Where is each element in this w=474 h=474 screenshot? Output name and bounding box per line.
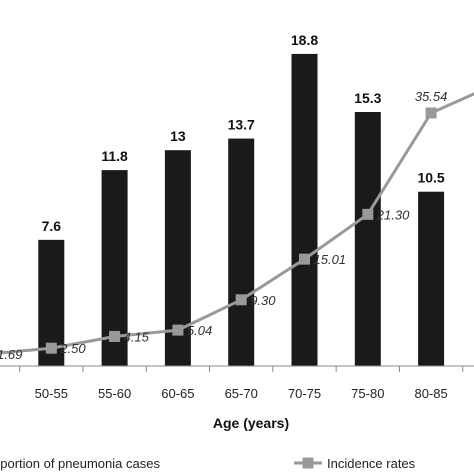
bar-75-80: [354, 112, 381, 367]
bar-value-label: 13: [170, 128, 186, 144]
incidence-point: [235, 294, 247, 306]
incidence-point: [299, 253, 310, 265]
incidence-value-label: 5.04: [187, 323, 212, 338]
bar-value-label: 18.8: [291, 32, 318, 48]
x-axis-title: Age (years): [213, 415, 289, 431]
legend-label: Incidence rates: [327, 456, 416, 471]
x-tick-label: 50-55: [35, 386, 68, 401]
bar-value-label: 13.7: [228, 117, 255, 133]
bar-value-label: 11.8: [101, 148, 128, 164]
incidence-point: [425, 107, 437, 119]
incidence-value-label: 4.15: [124, 329, 150, 344]
bar-value-label: 15.3: [354, 90, 381, 106]
incidence-value-label: 21.30: [376, 207, 410, 222]
bar-value-label: 10.5: [417, 170, 444, 186]
x-tick-label: 80-85: [414, 386, 447, 401]
x-tick-label: 70-75: [288, 386, 321, 401]
incidence-point: [362, 208, 374, 220]
incidence-value-label: 15.01: [314, 252, 347, 267]
x-tick-label: 60-65: [161, 386, 194, 401]
x-tick-label: 55-60: [98, 386, 131, 401]
incidence-value-label: 35.54: [415, 89, 448, 104]
incidence-point: [109, 330, 121, 342]
incidence-point: [172, 324, 184, 336]
incidence-line-layer: [0, 92, 474, 355]
incidence-value-label: 1.69: [0, 347, 22, 362]
bar-65-70: [228, 138, 255, 366]
x-ticks-layer: 50-55 55-60 60-65 65-70 70-75 75-80 80-85: [19, 366, 464, 401]
incidence-value-label: 9.30: [250, 293, 276, 308]
x-tick-label: 75-80: [351, 386, 384, 401]
incidence-labels-layer: 1.69 2.50 4.15 5.04 9.30 15.01 21.30 35.54: [0, 89, 447, 362]
bar-80-85: [418, 191, 445, 366]
incidence-value-label: 2.50: [59, 341, 86, 356]
bar-labels-layer: 7.6 11.8 13 13.7 18.8 15.3 10.5: [42, 32, 445, 234]
legend-label: Proportion of pneumonia cases: [0, 456, 160, 471]
x-tick-label: 65-70: [225, 386, 258, 401]
legend-square-marker: [302, 457, 314, 469]
incidence-point: [45, 342, 57, 354]
bar-70-75: [291, 53, 318, 367]
bar-value-label: 7.6: [42, 218, 62, 234]
bars-layer: [38, 53, 445, 367]
legend: Proportion of pneumonia cases Incidence r…: [0, 456, 416, 471]
